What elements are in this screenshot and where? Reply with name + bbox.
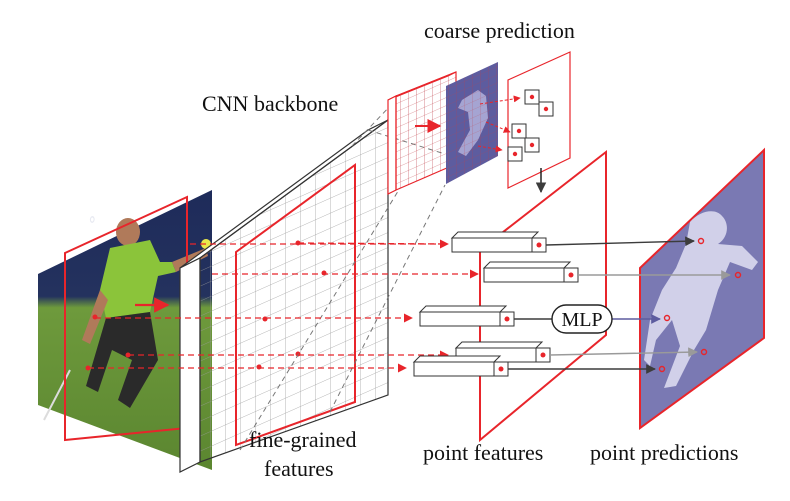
coarse-prediction-block <box>387 51 571 195</box>
feature-vector-2 <box>482 261 579 283</box>
prediction-point-4 <box>700 348 708 356</box>
cnn-backbone-label: CNN backbone <box>202 91 338 116</box>
prediction-point-5 <box>658 365 666 373</box>
svg-text:ﾟ: ﾟ <box>83 213 106 246</box>
mlp-node: MLP <box>551 304 613 334</box>
point-features-label: point features <box>423 440 543 465</box>
sample-point-input-1 <box>92 314 98 320</box>
prediction-point-1 <box>697 237 705 245</box>
feature-vector-5 <box>412 355 509 377</box>
sample-point-feature-5 <box>256 364 262 370</box>
cnn-backbone-block <box>179 118 389 473</box>
feature-vector-3 <box>418 305 515 327</box>
point-features-plane <box>479 149 607 443</box>
prediction-point-2 <box>734 271 742 279</box>
feature-vector-1 <box>450 231 547 253</box>
point-predictions-plane <box>639 147 765 430</box>
fine-grained-label-line2: features <box>264 456 334 481</box>
fine-grained-label-line1: fine-grained <box>249 427 357 452</box>
mlp-label: MLP <box>561 309 602 331</box>
tennis-player-figure <box>43 218 211 421</box>
feature-sampling-lines <box>88 239 479 373</box>
sample-point-feature-2 <box>321 270 327 276</box>
predicted-mask-silhouette <box>644 211 758 388</box>
point-predictions-label: point predictions <box>590 440 738 465</box>
sample-point-feature-3 <box>262 316 268 322</box>
prediction-point-3 <box>663 314 671 322</box>
point-feature-vectors <box>412 231 579 377</box>
coarse-prediction-label: coarse prediction <box>424 18 575 43</box>
prediction-arrows <box>508 236 731 374</box>
